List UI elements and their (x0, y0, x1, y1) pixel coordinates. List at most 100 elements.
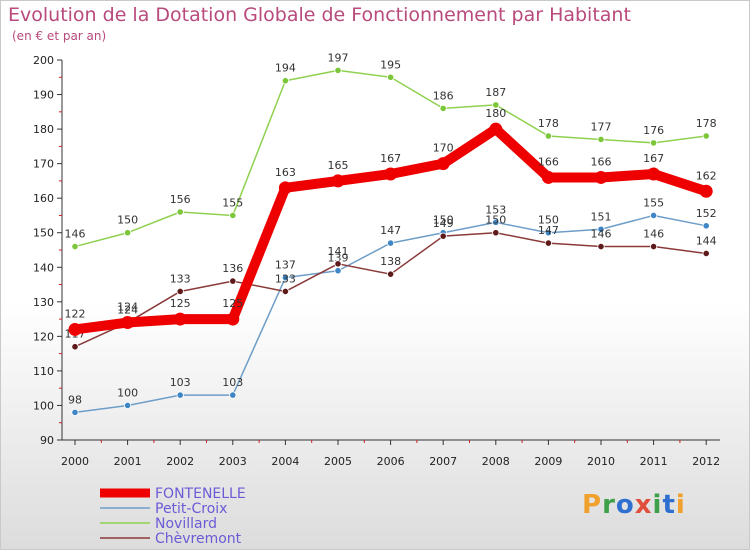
data-label-petit-croix: 139 (328, 252, 349, 265)
data-point-petit-croix (544, 229, 553, 237)
data-label-ch-vremont: 150 (485, 214, 506, 227)
data-point-petit-croix (649, 211, 658, 220)
data-point-fontenelle (541, 170, 555, 184)
x-tick-label: 2012 (692, 455, 720, 468)
data-point-ch-vremont (597, 242, 605, 251)
data-label-novillard: 187 (485, 86, 506, 99)
data-label-novillard: 146 (65, 228, 86, 241)
data-label-petit-croix: 152 (696, 207, 717, 220)
data-point-ch-vremont (649, 242, 658, 251)
data-point-petit-croix (702, 222, 710, 230)
data-label-ch-vremont: 141 (328, 245, 349, 258)
data-label-petit-croix: 155 (643, 196, 664, 209)
data-point-ch-vremont (386, 270, 395, 278)
logo-letter: t (662, 490, 676, 520)
data-label-fontenelle: 170 (433, 142, 454, 155)
data-label-petit-croix: 150 (433, 214, 454, 227)
x-tick-label: 2009 (534, 455, 562, 468)
data-label-petit-croix: 103 (222, 376, 243, 389)
data-label-ch-vremont: 147 (538, 224, 559, 237)
data-point-novillard (334, 66, 342, 74)
data-label-novillard: 176 (643, 124, 664, 137)
chart-subtitle: (en € et par an) (12, 29, 107, 43)
logo-letter: i (652, 490, 663, 520)
data-label-ch-vremont: 146 (643, 228, 664, 241)
y-tick-label: 140 (33, 261, 54, 274)
data-point-petit-croix (334, 267, 342, 275)
data-label-fontenelle: 125 (222, 297, 243, 310)
data-point-petit-croix (281, 274, 289, 282)
data-label-petit-croix: 151 (591, 210, 612, 223)
data-point-novillard (597, 135, 605, 144)
legend-label-fontenelle: FONTENELLE (155, 486, 246, 502)
data-label-petit-croix: 153 (485, 203, 506, 216)
data-label-fontenelle: 167 (380, 152, 401, 165)
data-point-novillard (492, 101, 500, 109)
data-point-novillard (176, 208, 184, 216)
data-label-novillard: 155 (222, 196, 243, 209)
data-point-fontenelle (278, 181, 292, 195)
legend-label-petit-croix: Petit-Croix (155, 501, 227, 517)
data-label-fontenelle: 122 (65, 307, 86, 320)
data-point-fontenelle (594, 170, 608, 184)
x-tick-label: 2007 (429, 455, 457, 468)
data-label-fontenelle: 165 (328, 159, 349, 172)
logo-letter: o (615, 490, 635, 520)
data-point-novillard (124, 229, 132, 237)
data-point-novillard (702, 132, 710, 140)
data-label-ch-vremont: 136 (222, 262, 243, 275)
data-point-fontenelle (68, 322, 82, 336)
y-tick-label: 90 (40, 434, 54, 447)
logo-letter: x (634, 490, 653, 520)
data-point-ch-vremont (702, 249, 710, 258)
data-point-fontenelle (121, 316, 135, 330)
data-label-fontenelle: 163 (275, 166, 296, 179)
y-tick-label: 160 (33, 192, 54, 205)
data-label-novillard: 177 (591, 120, 612, 133)
data-label-petit-croix: 137 (275, 259, 296, 272)
data-label-novillard: 186 (433, 89, 454, 102)
data-label-novillard: 197 (328, 51, 349, 64)
data-label-fontenelle: 166 (591, 155, 612, 168)
data-label-ch-vremont: 133 (170, 272, 191, 285)
data-point-fontenelle (226, 312, 240, 326)
x-tick-label: 2002 (166, 455, 194, 468)
y-tick-label: 120 (33, 330, 54, 343)
y-tick-label: 190 (33, 89, 54, 102)
data-label-fontenelle: 180 (485, 107, 506, 120)
y-tick-label: 100 (33, 399, 54, 412)
data-point-petit-croix (386, 239, 395, 247)
data-label-novillard: 195 (380, 58, 401, 71)
x-tick-label: 2008 (482, 455, 510, 468)
data-point-novillard (544, 132, 553, 140)
data-point-fontenelle (331, 174, 345, 188)
data-label-novillard: 156 (170, 193, 191, 206)
y-tick-label: 130 (33, 296, 54, 309)
data-point-ch-vremont (229, 277, 237, 285)
data-point-fontenelle (436, 157, 450, 171)
y-tick-label: 200 (33, 54, 54, 67)
x-tick-label: 2006 (377, 455, 405, 468)
y-tick-label: 110 (33, 365, 54, 378)
data-point-fontenelle (647, 167, 661, 181)
data-label-ch-vremont: 138 (380, 255, 401, 268)
data-point-ch-vremont (176, 287, 184, 296)
data-point-ch-vremont (71, 343, 79, 351)
data-point-novillard (229, 211, 237, 220)
series-line-ch-vremont (74, 231, 707, 348)
x-tick-label: 2004 (271, 455, 299, 468)
chart-title: Evolution de la Dotation Globale de Fonc… (8, 4, 631, 26)
data-label-novillard: 178 (696, 117, 717, 130)
data-label-ch-vremont: 146 (591, 228, 612, 241)
legend-label-ch-vremont: Chèvremont (155, 531, 242, 547)
data-point-novillard (71, 242, 79, 251)
data-point-petit-croix (176, 391, 184, 399)
data-label-ch-vremont: 149 (433, 217, 454, 230)
data-label-petit-croix: 103 (170, 376, 191, 389)
logo-letter: i (675, 490, 686, 520)
data-label-ch-vremont: 133 (275, 272, 296, 285)
legend-label-novillard: Novillard (155, 516, 217, 532)
x-tick-label: 2001 (114, 455, 142, 468)
data-point-novillard (281, 77, 289, 85)
